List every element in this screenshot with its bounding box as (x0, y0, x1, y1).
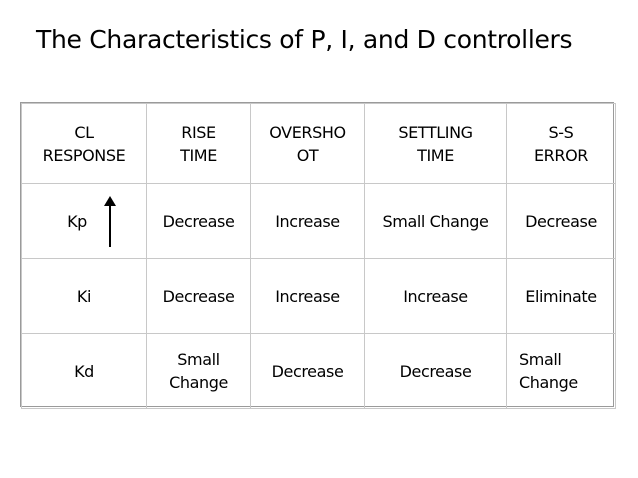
header-cell-overshoot: OVERSHO OT (250, 103, 365, 184)
cell-ki-ss-error: Eliminate (506, 258, 616, 334)
header-line: RISE (181, 122, 216, 142)
header-line: CL (74, 122, 94, 142)
cell-ki-settling-time: Increase (364, 258, 507, 334)
cell-kp-rise-time: Decrease (146, 183, 251, 259)
row-label-text: Kp (67, 211, 87, 231)
row-label-kp: Kp (21, 183, 147, 259)
header-cell-rise-time: RISE TIME (146, 103, 251, 184)
header-line: RESPONSE (42, 145, 126, 165)
header-cell-settling-time: SETTLING TIME (364, 103, 507, 184)
table-row-ki: Ki Decrease Increase Increase Eliminate (21, 258, 616, 334)
characteristics-table: CL RESPONSE RISE TIME OVERSHO OT SETTLIN… (21, 103, 616, 409)
table-row-kp: Kp Decrease Increase Small Change Decrea… (21, 183, 616, 259)
cell-ki-overshoot: Increase (250, 258, 365, 334)
cell-line: Small (177, 350, 220, 369)
cell-ki-rise-time: Decrease (146, 258, 251, 334)
header-cell-ss-error: S-S ERROR (506, 103, 616, 184)
header-cell-cl-response: CL RESPONSE (21, 103, 147, 184)
cell-kd-rise-time: Small Change (146, 333, 251, 409)
cell-kd-ss-error: Small Change (506, 333, 616, 409)
header-line: TIME (417, 145, 454, 165)
up-arrow-icon (104, 196, 116, 247)
cell-line: Change (169, 373, 228, 392)
header-line: OT (296, 145, 319, 165)
row-label-kd: Kd (21, 333, 147, 409)
cell-kp-overshoot: Increase (250, 183, 365, 259)
cell-line: Change (519, 373, 578, 392)
header-line: S-S (548, 122, 574, 142)
characteristics-table-frame: CL RESPONSE RISE TIME OVERSHO OT SETTLIN… (20, 102, 616, 409)
header-line: TIME (180, 145, 217, 165)
cell-kp-settling-time: Small Change (364, 183, 507, 259)
table-row-kd: Kd Small Change Decrease Decrease Small … (21, 333, 616, 409)
cell-kp-ss-error: Decrease (506, 183, 616, 259)
row-label-ki: Ki (21, 258, 147, 334)
cell-kd-settling-time: Decrease (364, 333, 507, 409)
header-line: ERROR (533, 145, 589, 165)
cell-kd-overshoot: Decrease (250, 333, 365, 409)
header-line: OVERSHO (269, 122, 346, 142)
header-line: SETTLING (398, 122, 473, 142)
table-header-row: CL RESPONSE RISE TIME OVERSHO OT SETTLIN… (21, 103, 616, 184)
cell-line: Small (519, 350, 562, 369)
slide-title: The Characteristics of P, I, and D contr… (36, 25, 573, 54)
